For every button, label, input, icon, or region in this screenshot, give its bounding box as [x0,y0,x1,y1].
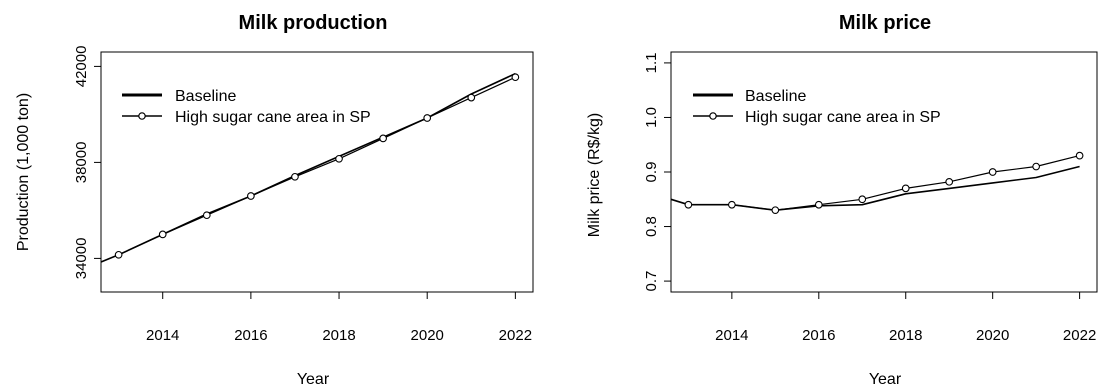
data-point-high-sugar [423,114,432,122]
data-point-high-sugar [247,192,255,200]
legend-label-baseline: Baseline [745,88,806,105]
data-point-high-sugar [858,195,867,204]
x-tick-label: 2016 [234,327,267,344]
x-tick-label: 2022 [1063,327,1096,344]
y-axis-label: Milk price (R$/kg) [586,113,603,237]
chart-title: Milk price [839,12,931,34]
x-axis-ticks: 2014 2016 2018 2020 2022 [146,292,532,344]
legend: Baseline High sugar cane area in SP [693,88,941,126]
series-layer [100,72,520,263]
y-axis-label: Production (1,000 ton) [15,93,32,251]
data-point-high-sugar [945,177,954,186]
data-point-high-sugar [467,93,476,102]
x-tick-label: 2018 [889,327,922,344]
legend-marker-high-sugar [138,112,146,120]
y-tick-label: 1.1 [643,52,660,73]
x-tick-label: 2022 [499,327,532,344]
x-tick-label: 2014 [715,327,748,344]
x-axis-label: Year [869,371,902,388]
y-tick-label: 1.0 [643,107,660,128]
legend-label-high-sugar: High sugar cane area in SP [175,109,371,126]
plot-area-frame [100,51,534,293]
data-point-high-sugar [379,134,387,143]
data-point-high-sugar [988,168,997,176]
data-point-high-sugar [202,211,211,220]
data-point-high-sugar [1075,151,1084,160]
x-axis-ticks: 2014 2016 2018 2020 2022 [715,292,1096,344]
series-line-high-sugar [118,76,516,256]
legend-label-baseline: Baseline [175,88,236,105]
legend-marker-high-sugar [709,112,717,120]
data-point-high-sugar [814,200,823,209]
y-tick-label: 0.7 [643,271,660,292]
legend: Baseline High sugar cane area in SP [122,88,371,126]
milk-price-panel: Milk price Year Milk price (R$/kg) 2014 2… [586,12,1098,388]
data-point-high-sugar [728,200,736,209]
x-axis-label: Year [297,371,330,388]
data-point-high-sugar [335,154,343,163]
x-tick-label: 2020 [976,327,1009,344]
y-axis-ticks: 0.7 0.8 0.9 1.0 1.1 [643,52,671,292]
y-tick-label: 38000 [73,142,90,184]
plot-area-frame [670,51,1098,293]
y-tick-label: 42000 [73,46,90,88]
data-point-high-sugar [771,206,780,215]
y-axis-ticks: 34000 38000 42000 [73,46,101,280]
x-tick-label: 2020 [411,327,444,344]
x-tick-label: 2014 [146,327,179,344]
legend-label-high-sugar: High sugar cane area in SP [745,109,941,126]
data-point-high-sugar [1032,162,1040,171]
y-tick-label: 0.9 [643,162,660,183]
chart-title: Milk production [239,12,388,34]
data-point-high-sugar [158,230,167,239]
series-layer [670,151,1084,215]
data-point-high-sugar [291,172,299,181]
y-tick-label: 0.8 [643,216,660,237]
data-point-high-sugar [511,73,520,82]
data-point-high-sugar [114,250,123,259]
y-tick-label: 34000 [73,238,90,280]
milk-production-panel: Milk production Year Production (1,000 t… [15,12,534,388]
x-tick-label: 2016 [802,327,835,344]
data-point-high-sugar [901,184,910,193]
x-tick-label: 2018 [322,327,355,344]
data-point-high-sugar [684,200,693,209]
series-line-high-sugar [688,155,1080,211]
